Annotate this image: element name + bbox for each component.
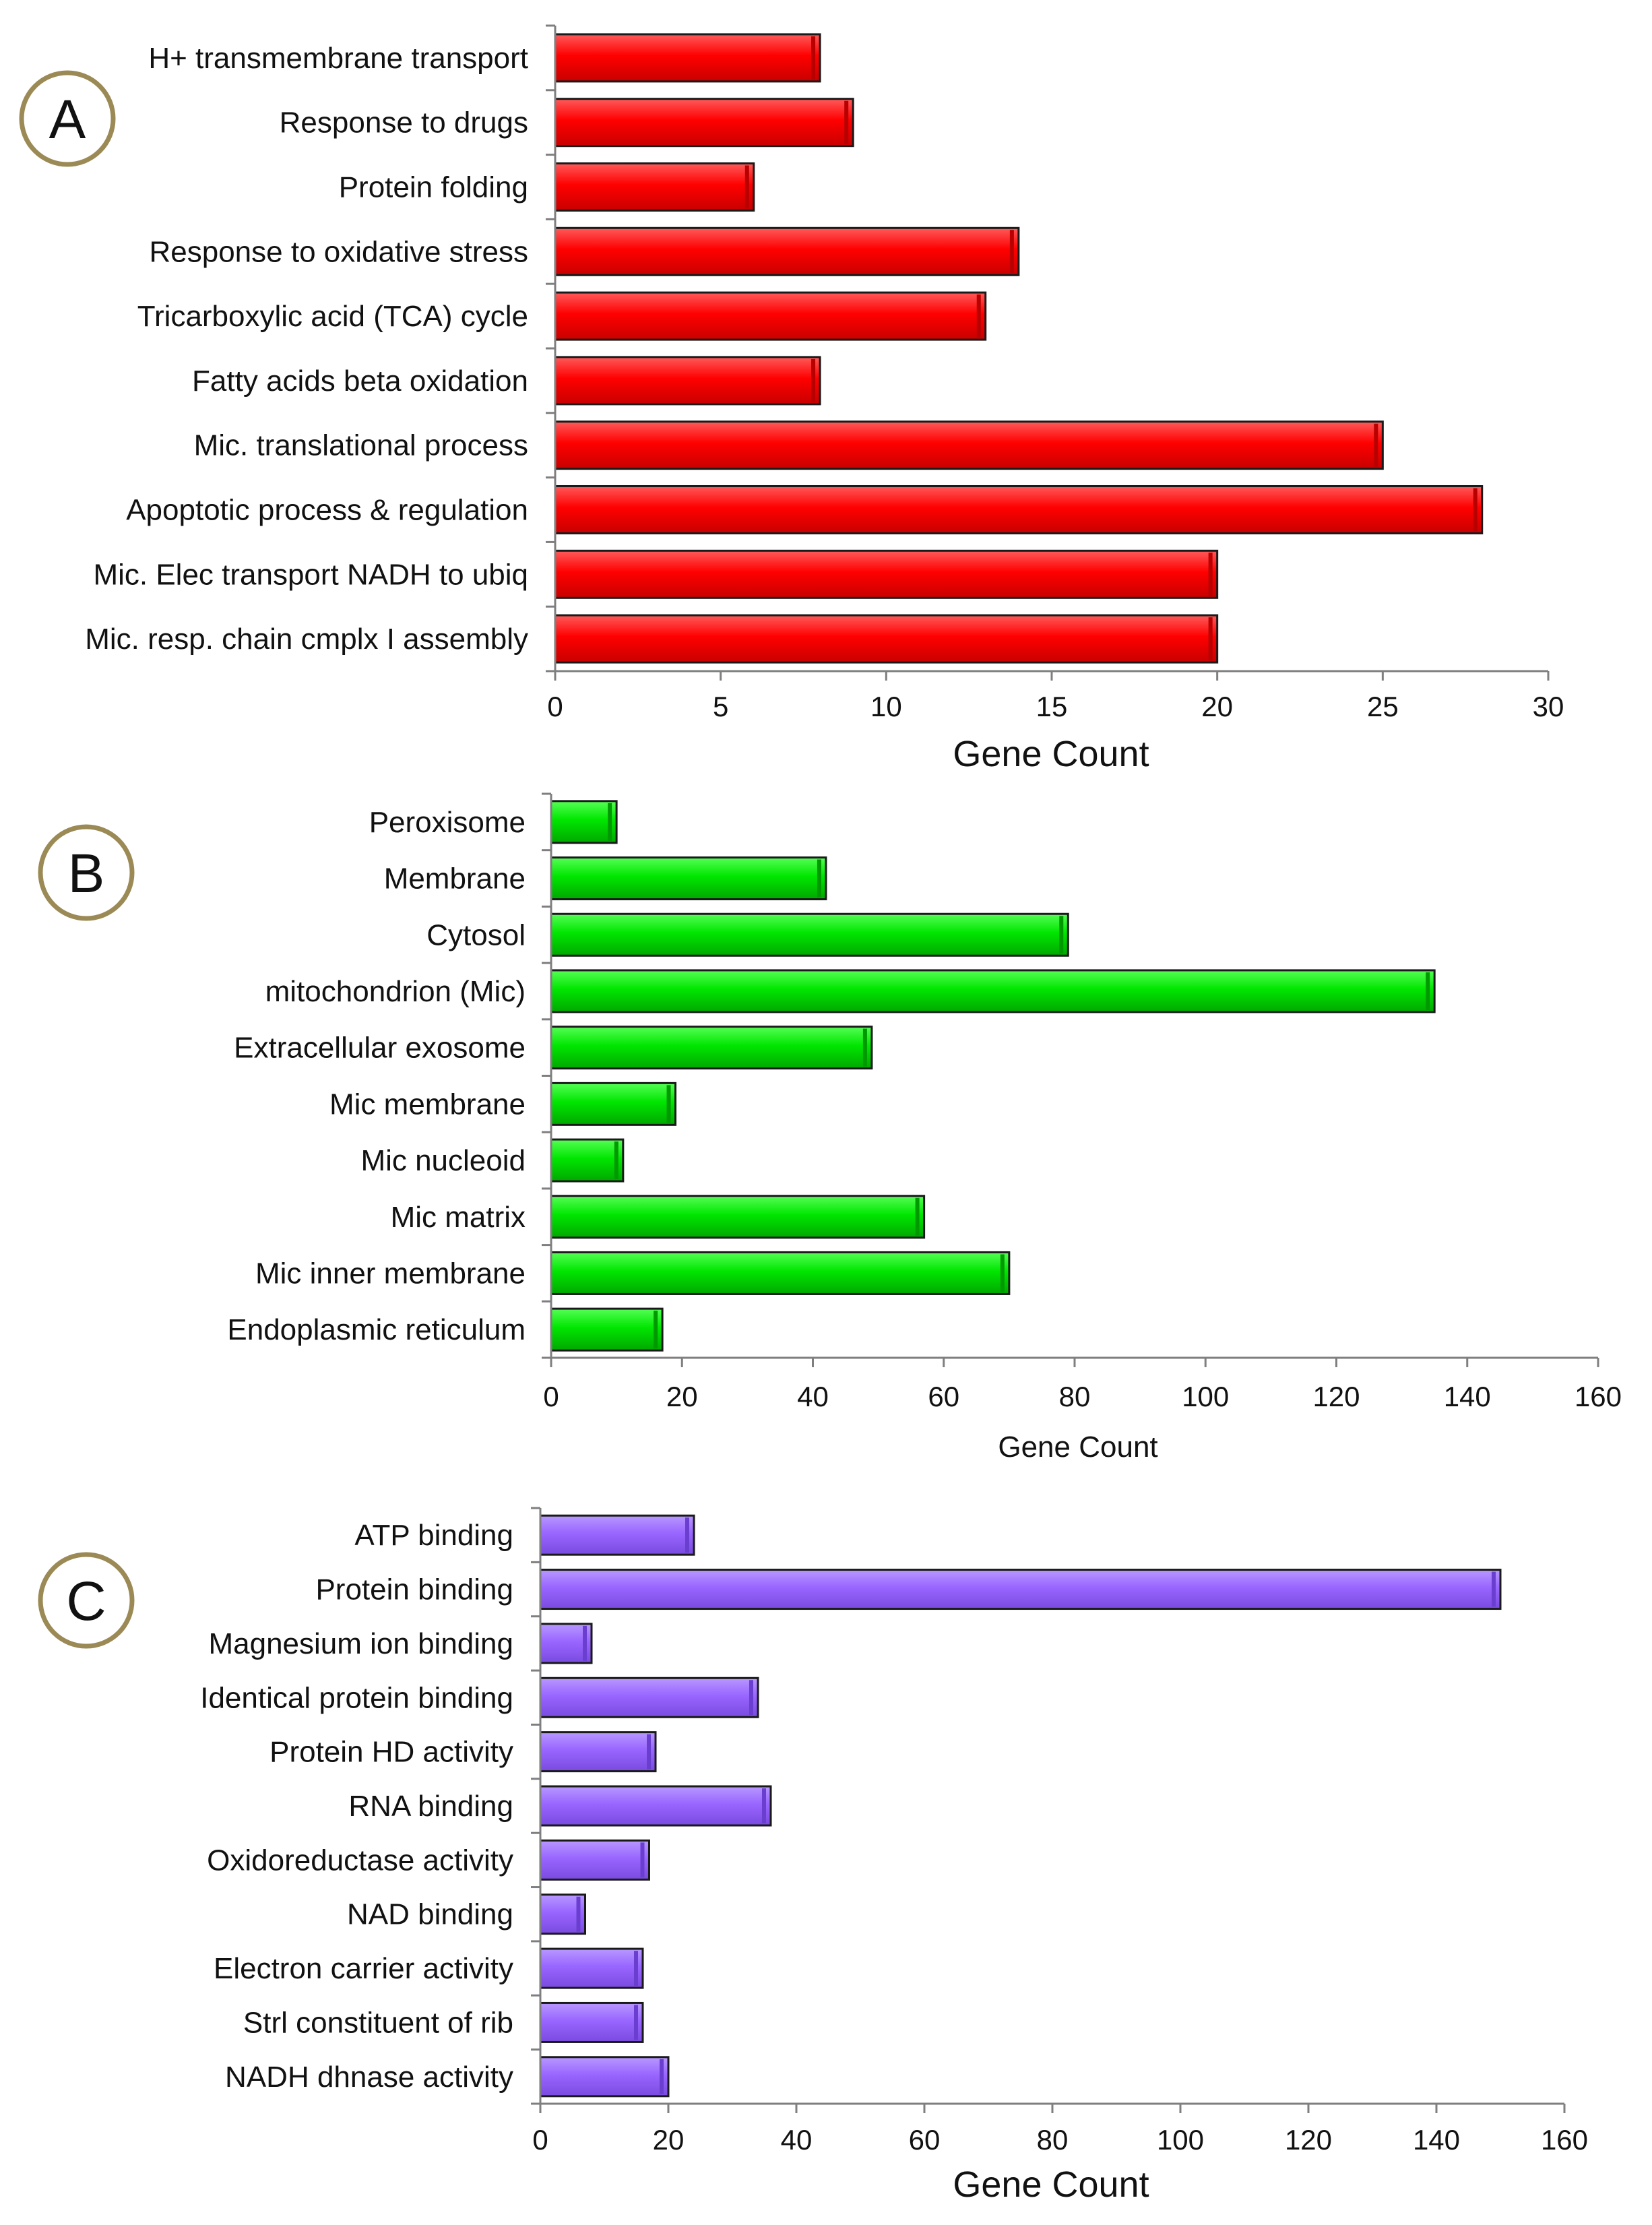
panel-c-category-label: ATP binding — [354, 1519, 513, 1552]
panel-b-bar — [550, 912, 1069, 957]
panel-b-category-label: Mic membrane — [329, 1088, 526, 1121]
panel-b-bar — [550, 1195, 926, 1239]
panel-a-x-tick-label: 20 — [1201, 691, 1233, 722]
panel-a-bar — [554, 98, 854, 148]
panel-a-category-label: Protein folding — [339, 171, 528, 204]
panel-c-bar — [539, 1514, 695, 1556]
panel-b-bar — [550, 856, 827, 901]
panel-c-x-tick-label: 100 — [1157, 2124, 1204, 2156]
panel-a-bar — [554, 485, 1484, 534]
panel-b-x-tick-label: 100 — [1182, 1381, 1229, 1412]
panel-a-bar — [554, 614, 1219, 664]
panel-c-bar — [539, 2001, 644, 2043]
panel-b-bar — [550, 800, 618, 844]
panel-b-x-tick-label: 80 — [1059, 1381, 1091, 1412]
panel-c-x-tick-label: 160 — [1541, 2124, 1588, 2156]
panel-c-x-tick-label: 120 — [1285, 2124, 1332, 2156]
panel-c-category-label: Oxidoreductase activity — [207, 1844, 513, 1877]
panel-c-x-axis-title: Gene Count — [953, 2164, 1149, 2205]
panel-a-category-label: Mic. Elec transport NADH to ubiq — [93, 558, 528, 591]
panel-a-x-tick-label: 10 — [870, 691, 902, 722]
panel-b-category-label: Mic matrix — [391, 1201, 526, 1234]
panel-b-category-label: Endoplasmic reticulum — [227, 1313, 526, 1346]
panel-c-bar — [539, 2056, 670, 2098]
panel-c-category-label: NAD binding — [347, 1898, 513, 1931]
panel-b-category-label: mitochondrion (Mic) — [265, 975, 526, 1008]
panel-a-letter: A — [49, 89, 86, 150]
panel-a-category-label: Mic. resp. chain cmplx I assembly — [85, 623, 528, 656]
panel-b-x-tick-label: 0 — [543, 1381, 559, 1412]
panel-b-x-tick-label: 140 — [1444, 1381, 1491, 1412]
panel-a-category-label: H+ transmembrane transport — [148, 42, 528, 75]
panel-a-x-tick-label: 5 — [713, 691, 728, 722]
panel-c-bar — [539, 1839, 650, 1881]
panel-a-badge — [19, 70, 116, 167]
panel-c-letter: C — [66, 1571, 106, 1632]
panel-c-x-tick-label: 80 — [1037, 2124, 1069, 2156]
panel-a-bar — [554, 291, 987, 341]
panel-c-category-label: NADH dhnase activity — [225, 2061, 513, 2094]
panel-b-x-tick-label: 40 — [797, 1381, 829, 1412]
panel-c-category-label: Electron carrier activity — [214, 1952, 513, 1985]
panel-a-bar — [554, 226, 1020, 276]
panel-b-category-label: Membrane — [384, 863, 526, 896]
panel-c-category-label: Protein binding — [315, 1573, 513, 1606]
panel-c-badge — [38, 1552, 135, 1649]
panel-b-x-tick-label: 60 — [928, 1381, 959, 1412]
panel-a-category-label: Apoptotic process & regulation — [126, 494, 528, 527]
panel-b-bar — [550, 1026, 873, 1070]
panel-c-molecular-function-chart: C ATP binding Protein binding Magnesium io… — [38, 1507, 1588, 2205]
panel-a-x-tick-label: 15 — [1036, 691, 1068, 722]
panel-c-bar — [539, 1785, 772, 1827]
panel-b-bar — [550, 1082, 677, 1126]
panel-b-bar — [550, 1138, 625, 1183]
panel-b-category-label: Mic inner membrane — [255, 1257, 526, 1290]
panel-a-category-label: Mic. translational process — [194, 429, 528, 462]
panel-c-category-label: Protein HD activity — [269, 1736, 513, 1769]
panel-b-category-label: Mic nucleoid — [360, 1144, 526, 1177]
panel-a-category-label: Fatty acids beta oxidation — [192, 365, 528, 398]
panel-a-bar — [554, 33, 821, 83]
panel-a-bar — [554, 549, 1219, 599]
panel-b-x-tick-label: 120 — [1312, 1381, 1360, 1412]
panel-a-category-label: Tricarboxylic acid (TCA) cycle — [137, 300, 528, 333]
panel-a-bar — [554, 420, 1384, 470]
panel-c-bar — [539, 1731, 657, 1773]
panel-a-category-label: Response to oxidative stress — [149, 235, 528, 268]
panel-c-category-label: Magnesium ion binding — [208, 1627, 513, 1660]
panel-c-x-tick-label: 0 — [532, 2124, 548, 2156]
panel-c-bar — [539, 1676, 759, 1718]
panel-a-x-axis-title: Gene Count — [953, 734, 1149, 774]
panel-a-x-tick-label: 30 — [1533, 691, 1564, 722]
panel-c-category-label: RNA binding — [348, 1790, 513, 1823]
panel-b-x-axis-title: Gene Count — [998, 1431, 1157, 1464]
panel-c-category-label: Strl constituent of rib — [243, 2006, 513, 2039]
panel-c-category-label: Identical protein binding — [200, 1681, 513, 1714]
panel-c-bar — [539, 1947, 644, 1989]
panel-b-bar — [550, 969, 1436, 1013]
panel-c-bar — [539, 1569, 1502, 1610]
panel-b-bar — [550, 1251, 1011, 1295]
panel-b-cellular-component-chart: B Peroxisome Membrane Cytosol mitochondrion… — [38, 792, 1622, 1464]
panel-a-x-tick-label: 0 — [547, 691, 563, 722]
panel-b-category-label: Cytosol — [426, 918, 526, 951]
panel-c-x-tick-label: 40 — [781, 2124, 813, 2156]
panel-a-biological-process-chart: A H+ transmembrane transport Response to … — [19, 24, 1564, 774]
panel-a-bar — [554, 356, 821, 406]
panel-b-bar — [550, 1307, 664, 1352]
panel-a-category-label: Response to drugs — [280, 106, 528, 139]
panel-a-x-tick-label: 25 — [1367, 691, 1399, 722]
panel-c-x-tick-label: 140 — [1413, 2124, 1460, 2156]
panel-a-bar — [554, 162, 755, 212]
panel-b-x-tick-label: 20 — [666, 1381, 698, 1412]
panel-c-x-tick-label: 60 — [909, 2124, 941, 2156]
panel-b-badge — [38, 824, 135, 921]
panel-c-x-tick-label: 20 — [653, 2124, 685, 2156]
panel-b-category-label: Extracellular exosome — [234, 1032, 526, 1065]
panel-b-letter: B — [68, 843, 105, 904]
panel-b-x-tick-label: 160 — [1575, 1381, 1622, 1412]
panel-b-category-label: Peroxisome — [369, 806, 526, 839]
